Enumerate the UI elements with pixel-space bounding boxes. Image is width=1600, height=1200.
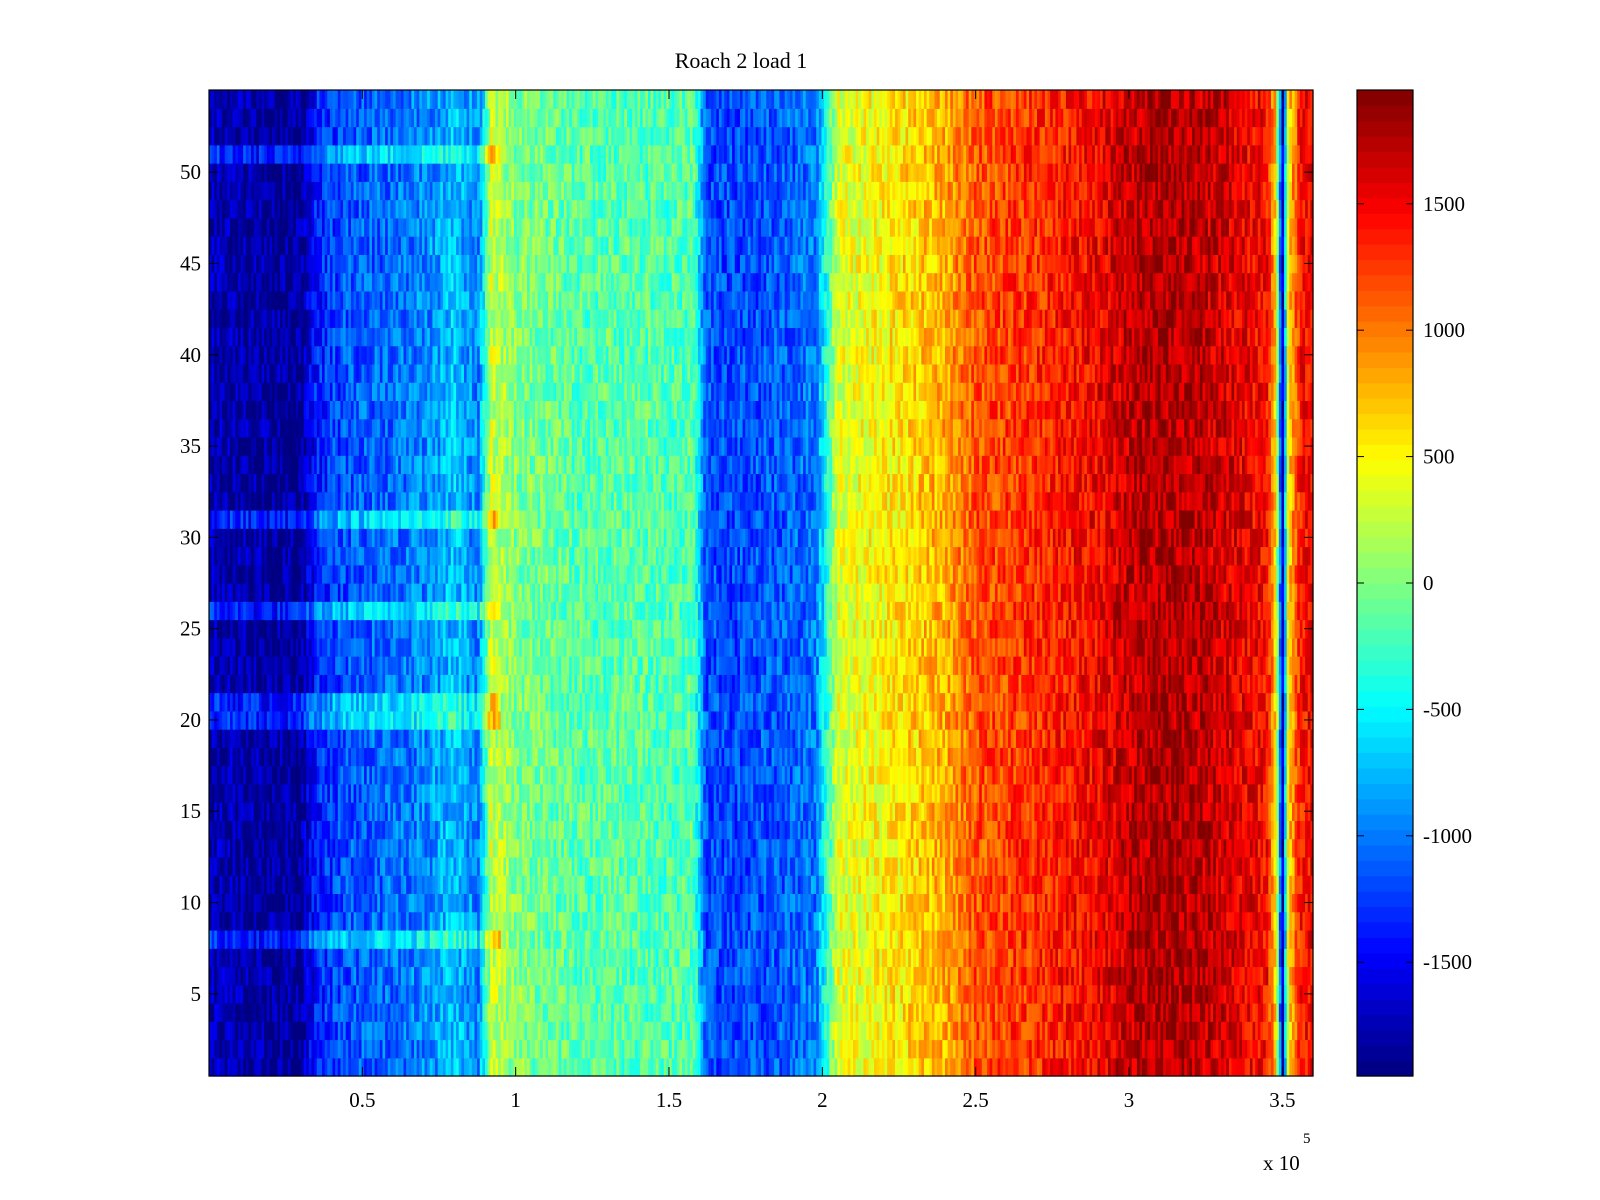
chart-title: Roach 2 load 1 <box>675 48 808 73</box>
heatmap-figure: Roach 2 load 1 0.5 1 1.5 2 2.5 3 3.5 510152025… <box>0 0 1600 1200</box>
heatmap-image <box>209 90 1314 1077</box>
